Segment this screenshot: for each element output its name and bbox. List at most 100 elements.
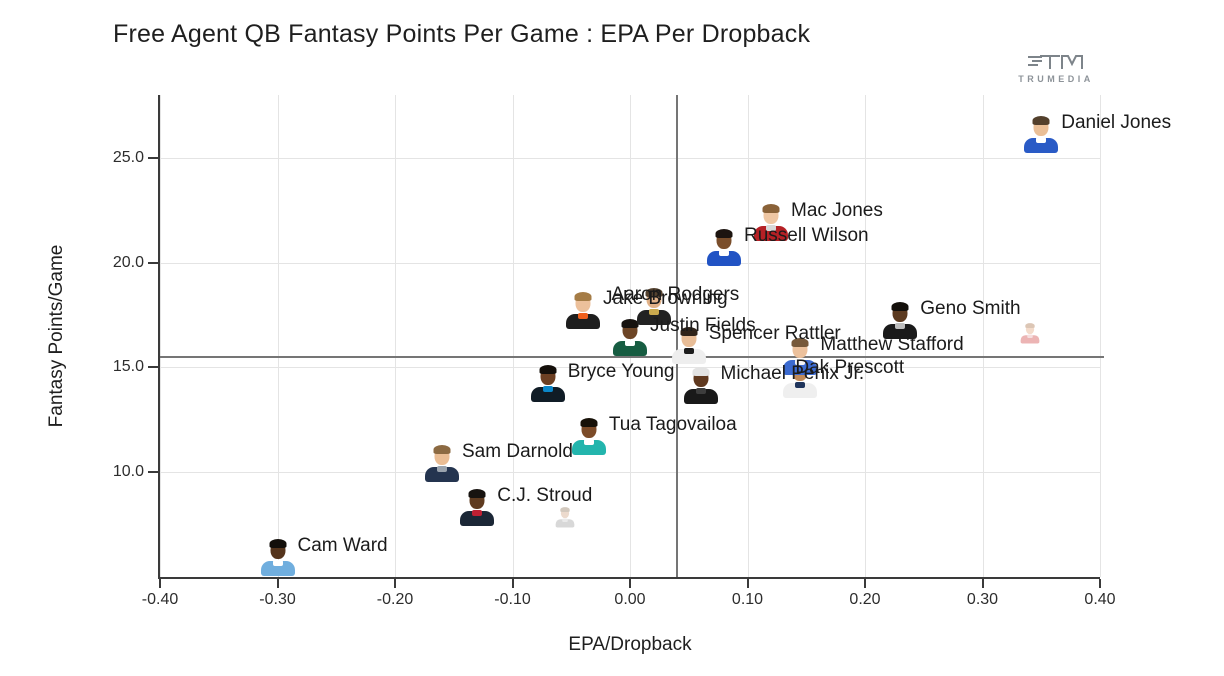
y-axis-tick — [148, 156, 158, 159]
y-axis-tick-label: 25.0 — [112, 148, 144, 166]
player-label-geno-smith: Geno Smith — [920, 298, 1021, 320]
headshot-collar — [795, 358, 806, 365]
x-axis-tick-label: -0.40 — [141, 591, 179, 608]
player-label-c-j-stroud: C.J. Stroud — [497, 484, 593, 506]
player-headshot-mac-jones — [754, 203, 788, 241]
headshot-hair — [560, 507, 571, 513]
player-label-daniel-jones: Daniel Jones — [1061, 111, 1172, 133]
x-axis-tick — [981, 579, 984, 588]
player-label-russell-wilson: Russell Wilson — [744, 224, 869, 246]
y-gridline — [160, 262, 1100, 264]
headshot-collar — [562, 518, 569, 523]
player-label-bryce-young: Bryce Young — [567, 361, 675, 383]
headshot-hair — [791, 337, 809, 347]
x-gridline — [1100, 95, 1101, 577]
y-axis-tick-label: 15.0 — [112, 358, 144, 376]
player-label-cam-ward: Cam Ward — [297, 535, 388, 557]
headshot-hair — [580, 417, 598, 427]
headshot-jersey — [783, 359, 818, 375]
x-axis-tick-label: 0.30 — [966, 591, 999, 608]
headshot-collar — [472, 509, 483, 516]
player-headshot-unlabeled — [556, 507, 575, 528]
player-headshot-spencer-rattler — [671, 326, 706, 365]
headshot-collar — [719, 249, 729, 256]
headshot-hair — [269, 539, 286, 549]
x-axis-tick-label: -0.20 — [376, 591, 414, 608]
y-average-reference-line — [160, 355, 1104, 358]
headshot-collar — [695, 388, 706, 395]
headshot-jersey — [683, 389, 718, 405]
y-axis-tick-label: 10.0 — [112, 463, 144, 481]
headshot-hair — [1024, 322, 1035, 328]
headshot-collar — [1026, 334, 1033, 338]
x-axis-tick — [864, 579, 866, 588]
player-headshot-c-j-stroud — [460, 488, 495, 526]
player-headshot-geno-smith — [883, 301, 918, 340]
x-axis-tick — [1099, 579, 1101, 588]
headshot-face — [1025, 324, 1034, 334]
headshot-collar — [625, 340, 635, 347]
x-gridline — [865, 95, 866, 577]
headshot-jersey — [707, 250, 741, 266]
y-gridline — [160, 157, 1100, 159]
x-axis-tick-label: -0.10 — [494, 591, 531, 608]
player-headshot-russell-wilson — [707, 228, 741, 266]
headshot-collar — [795, 382, 806, 388]
headshot-jersey — [1024, 137, 1059, 153]
player-label-mac-jones: Mac Jones — [791, 199, 883, 221]
player-headshot-daniel-jones — [1024, 115, 1059, 153]
x-axis-tick — [276, 579, 279, 588]
x-axis-line — [158, 577, 1100, 579]
headshot-collar — [272, 560, 283, 567]
player-headshot-matthew-stafford — [783, 337, 818, 375]
headshot-collar — [648, 308, 659, 315]
player-headshot-cam-ward — [260, 538, 295, 577]
player-headshot-justin-fields — [613, 318, 647, 357]
headshot-jersey — [883, 324, 918, 340]
x-gridline — [395, 95, 396, 577]
player-headshot-sam-darnold — [425, 444, 459, 482]
plot-area: -0.40 -0.30 -0.20 -0.10 0.00 0.10 0.20 0.30 0.40… — [113, 95, 1171, 608]
headshot-hair — [891, 302, 909, 312]
headshot-jersey — [636, 309, 671, 325]
y-axis-tick — [148, 261, 158, 264]
x-axis-tick-label: 0.20 — [849, 591, 881, 608]
headshot-jersey — [783, 383, 818, 398]
headshot-hair — [692, 367, 709, 377]
headshot-face — [561, 508, 570, 519]
headshot-collar — [542, 386, 553, 393]
x-gridline — [277, 95, 279, 577]
player-headshot-jake-browning — [566, 291, 600, 329]
player-label-sam-darnold: Sam Darnold — [462, 440, 573, 462]
player-label-justin-fields: Justin Fields — [650, 315, 756, 337]
headshot-jersey — [556, 519, 575, 528]
headshot-hair — [715, 228, 733, 238]
player-headshot-unlabeled — [1020, 322, 1039, 344]
x-axis-tick — [746, 579, 749, 588]
headshot-hair — [433, 444, 451, 454]
x-axis-tick — [511, 579, 514, 588]
y-axis-title: Fantasy Points/Game — [46, 244, 67, 428]
headshot-collar — [895, 323, 906, 330]
x-axis-title: EPA/Dropback — [568, 634, 692, 655]
player-label-aaron-rodgers: Aaron Rodgers — [611, 283, 740, 305]
headshot-hair — [621, 319, 639, 329]
headshot-collar — [583, 438, 594, 445]
headshot-jersey — [613, 341, 647, 357]
player-headshot-michael-penix-jr — [683, 366, 718, 405]
headshot-jersey — [571, 439, 606, 455]
headshot-jersey — [1020, 335, 1039, 344]
player-label-dak-prescott: Dak Prescott — [795, 357, 905, 378]
y-gridline — [160, 472, 1100, 474]
headshot-collar — [578, 312, 588, 319]
headshot-collar — [437, 465, 447, 472]
x-axis-tick — [159, 579, 161, 588]
chart-title: Free Agent QB Fantasy Points Per Game : … — [113, 20, 811, 48]
player-label-michael-penix-jr: Michael Penix Jr. — [720, 363, 865, 385]
headshot-hair — [539, 365, 557, 375]
headshot-hair — [645, 287, 662, 297]
y-axis-line — [158, 95, 160, 579]
headshot-collar — [1036, 136, 1047, 143]
player-headshot-tua-tagovailoa — [571, 417, 606, 455]
headshot-jersey — [530, 387, 565, 403]
